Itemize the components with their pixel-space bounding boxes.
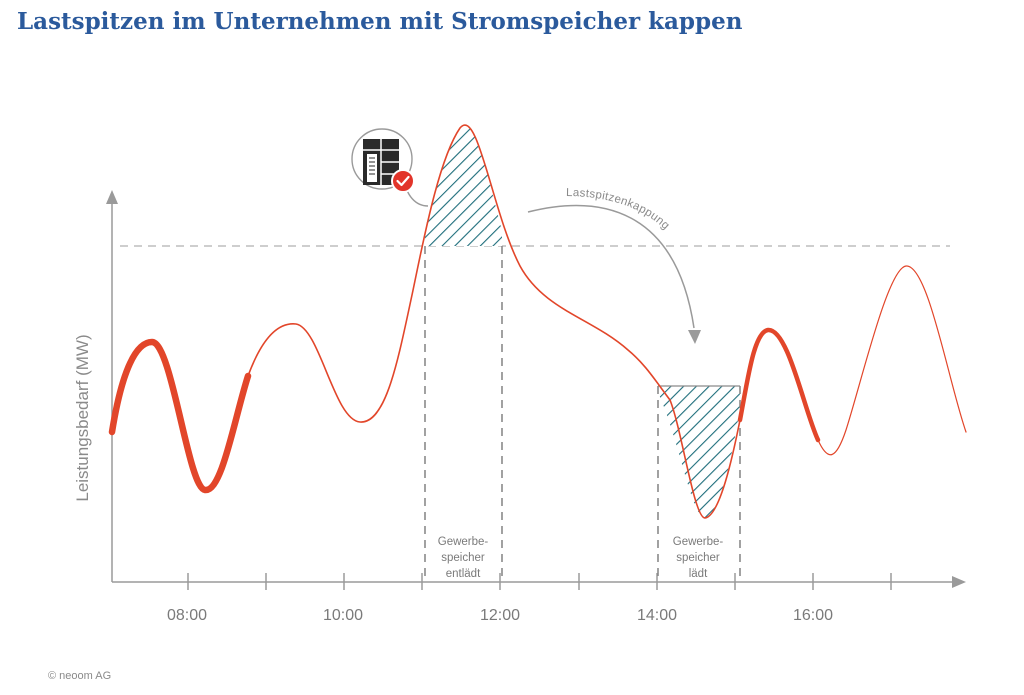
dip-filled-area — [658, 386, 740, 519]
svg-text:entlädt: entlädt — [446, 568, 481, 580]
x-axis-arrow — [952, 576, 966, 588]
svg-text:speicher: speicher — [676, 552, 720, 564]
charge-zone-label: Gewerbe- speicher lädt — [673, 536, 724, 580]
svg-text:Gewerbe-: Gewerbe- — [673, 536, 724, 548]
checkmark-icon — [391, 169, 415, 193]
x-tick-label-1400: 14:00 — [637, 607, 677, 624]
svg-text:lädt: lädt — [689, 568, 708, 580]
peak-shaving-arrow-head — [688, 330, 701, 344]
discharge-zone-label: Gewerbe- speicher entlädt — [438, 536, 489, 580]
peak-shaved-area — [425, 125, 502, 246]
battery-storage-icon — [351, 128, 429, 207]
x-tick-label-1200: 12:00 — [480, 607, 520, 624]
x-tick-label-0800: 08:00 — [167, 607, 207, 624]
svg-text:Gewerbe-: Gewerbe- — [438, 536, 489, 548]
x-axis-ticks — [187, 573, 892, 590]
peak-shaving-label: Lastspitzenkappung — [566, 187, 672, 232]
x-tick-label-1000: 10:00 — [323, 607, 363, 624]
x-tick-label-1600: 16:00 — [793, 607, 833, 624]
svg-text:speicher: speicher — [441, 552, 485, 564]
y-axis-label: Leistungsbedarf (MW) — [73, 334, 92, 501]
copyright-note: © neoom AG — [48, 670, 112, 682]
y-axis-arrow — [106, 190, 118, 204]
page-title: Lastspitzen im Unternehmen mit Stromspei… — [17, 8, 743, 35]
load-curve — [108, 124, 967, 519]
peak-shaving-arrow — [527, 204, 695, 329]
